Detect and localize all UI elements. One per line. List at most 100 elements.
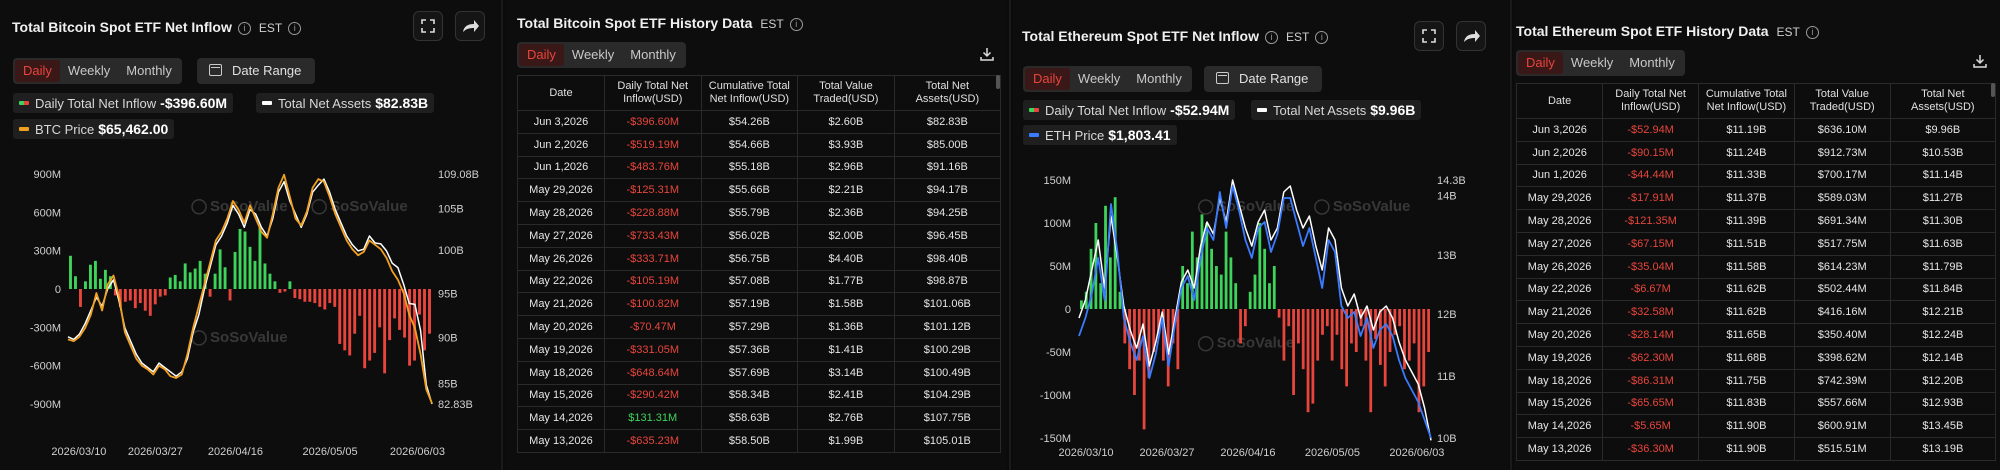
btc-chart-period-tabs: Daily Weekly Monthly xyxy=(13,58,182,84)
info-icon[interactable]: i xyxy=(789,18,803,31)
info-icon[interactable]: i xyxy=(237,22,251,35)
table-row: May 18,2026 -$648.64M $57.69B $3.14B $100.49… xyxy=(517,360,1002,385)
info-icon[interactable]: i xyxy=(1264,31,1278,44)
info-icon[interactable]: i xyxy=(1805,26,1819,39)
table-cell: -$44.44M xyxy=(1602,163,1700,188)
table-cell: -$519.19M xyxy=(603,132,702,157)
share-button[interactable] xyxy=(455,11,485,41)
table-row: Jun 2,2026 -$90.15M $11.24B $912.73M $10.53B xyxy=(1515,140,1997,165)
table-cell: $58.63B xyxy=(700,406,799,431)
inflow-bar xyxy=(173,274,177,289)
table-cell: May 19,2026 xyxy=(517,337,605,362)
table-row: May 28,2026 -$121.35M $11.39B $691.34M $11.3… xyxy=(1515,209,1997,233)
inflow-bar xyxy=(69,255,72,289)
column-header: Date xyxy=(517,75,605,111)
inflow-bar xyxy=(1186,283,1189,309)
table-row: Jun 1,2026 -$44.44M $11.33B $700.17M $11.14B xyxy=(1515,163,1997,188)
table-cell: -$70.47M xyxy=(603,315,702,339)
eth-chart-period-tabs: Daily Weekly Monthly xyxy=(1023,66,1192,92)
table-cell: $82.83B xyxy=(893,110,1002,134)
scrollbar[interactable] xyxy=(1991,83,1995,97)
table-cell: $100.49B xyxy=(893,360,1002,385)
tab-monthly[interactable]: Monthly xyxy=(630,47,676,62)
table-cell: $11.14B xyxy=(1889,163,1997,188)
column-header: Daily Total Net Inflow(USD) xyxy=(1602,83,1700,119)
legend-price: ETH Price $1,803.41 xyxy=(1023,125,1177,145)
y-left-tick-label: -900M xyxy=(30,399,61,411)
inflow-bar xyxy=(1248,291,1252,309)
table-cell: -$32.58M xyxy=(1602,300,1700,325)
table-row: May 18,2026 -$86.31M $11.75B $742.39M $12.20… xyxy=(1515,368,1997,393)
inflow-bar xyxy=(1321,309,1324,335)
legend-value: -$52.94M xyxy=(1170,102,1230,118)
x-tick-label: 2026/03/27 xyxy=(1139,447,1194,459)
inflow-bar xyxy=(93,260,97,289)
tab-monthly[interactable]: Monthly xyxy=(1136,71,1182,86)
btc-chart-title: Total Bitcoin Spot ETF Net Inflow xyxy=(12,19,232,35)
y-left-tick-label: 300M xyxy=(33,246,61,258)
tab-monthly[interactable]: Monthly xyxy=(126,63,172,78)
info-icon[interactable]: i xyxy=(288,22,302,35)
inflow-bar xyxy=(1330,309,1334,361)
inflow-bar xyxy=(1137,309,1141,361)
eth-table-title-row: Total Ethereum Spot ETF History Data EST i xyxy=(1516,23,1819,39)
tab-daily[interactable]: Daily xyxy=(1518,52,1563,74)
inflow-bar xyxy=(178,281,182,289)
legend-net-inflow: Daily Total Net Inflow -$52.94M xyxy=(1023,100,1236,120)
tab-weekly[interactable]: Weekly xyxy=(1077,71,1121,86)
legend-label: Total Net Assets xyxy=(1273,103,1367,118)
table-cell: $11.62B xyxy=(1698,277,1795,302)
download-icon[interactable] xyxy=(979,46,995,62)
scrollbar[interactable] xyxy=(996,75,1000,89)
inflow-bar xyxy=(168,277,172,289)
inflow-bar xyxy=(1229,257,1233,309)
table-cell: $98.40B xyxy=(893,246,1002,271)
table-row: Jun 2,2026 -$519.19M $54.66B $3.93B $85.00B xyxy=(517,132,1002,157)
date-range-button[interactable]: Date Range xyxy=(197,58,316,84)
tab-weekly[interactable]: Weekly xyxy=(1570,55,1614,70)
tab-daily[interactable]: Daily xyxy=(1025,68,1070,90)
inflow-bar xyxy=(1161,309,1165,361)
table-row: May 29,2026 -$17.91M $11.37B $589.03M $11.27… xyxy=(1515,186,1997,211)
tab-daily[interactable]: Daily xyxy=(15,60,60,82)
x-tick-label: 2026/03/10 xyxy=(51,446,106,458)
date-range-label: Date Range xyxy=(1239,71,1309,86)
y-left-tick-label: -150M xyxy=(1040,433,1071,445)
tab-monthly[interactable]: Monthly xyxy=(1629,55,1675,70)
inflow-bar xyxy=(1378,309,1382,365)
table-row: May 22,2026 -$105.19M $57.08B $1.77B $98.87B xyxy=(517,269,1002,294)
column-header: Total Value Traded(USD) xyxy=(1793,83,1891,119)
table-row: May 29,2026 -$125.31M $55.66B $2.21B $94.17B xyxy=(517,178,1002,203)
table-cell: $2.60B xyxy=(797,110,895,134)
download-icon[interactable] xyxy=(1972,53,1988,69)
table-cell: $54.26B xyxy=(700,110,799,134)
table-cell: May 21,2026 xyxy=(1515,300,1604,325)
share-button[interactable] xyxy=(1456,21,1486,51)
info-icon[interactable]: i xyxy=(1315,31,1329,44)
table-cell: $101.06B xyxy=(893,292,1002,317)
table-cell: -$733.43M xyxy=(603,223,702,248)
share-icon xyxy=(1464,30,1480,42)
table-cell: -$333.71M xyxy=(603,246,702,271)
timezone-label: EST xyxy=(1285,30,1310,44)
table-cell: $600.91M xyxy=(1793,414,1891,439)
tab-weekly[interactable]: Weekly xyxy=(571,47,615,62)
tab-daily[interactable]: Daily xyxy=(519,44,564,66)
inflow-bar xyxy=(393,289,397,319)
y-right-tick-label: 100B xyxy=(438,245,464,257)
legend-net-assets: Total Net Assets $82.83B xyxy=(256,93,435,113)
inflow-bar xyxy=(1412,309,1416,344)
fullscreen-button[interactable] xyxy=(1414,21,1444,51)
inflow-bar xyxy=(1369,309,1373,413)
tab-weekly[interactable]: Weekly xyxy=(67,63,111,78)
table-row: May 15,2026 -$65.65M $11.83B $557.66M $12.93… xyxy=(1515,391,1997,416)
inflow-bar xyxy=(248,246,252,289)
fullscreen-button[interactable] xyxy=(413,11,443,41)
inflow-bar xyxy=(1311,309,1315,404)
legend-net-inflow: Daily Total Net Inflow -$396.60M xyxy=(13,93,234,113)
table-cell: $131.31M xyxy=(603,406,702,431)
table-row: May 21,2026 -$100.82M $57.19B $1.58B $101.06… xyxy=(517,292,1002,317)
table-cell: May 26,2026 xyxy=(517,246,605,271)
eth-chart-title: Total Ethereum Spot ETF Net Inflow xyxy=(1022,28,1259,44)
date-range-button[interactable]: Date Range xyxy=(1204,66,1323,92)
